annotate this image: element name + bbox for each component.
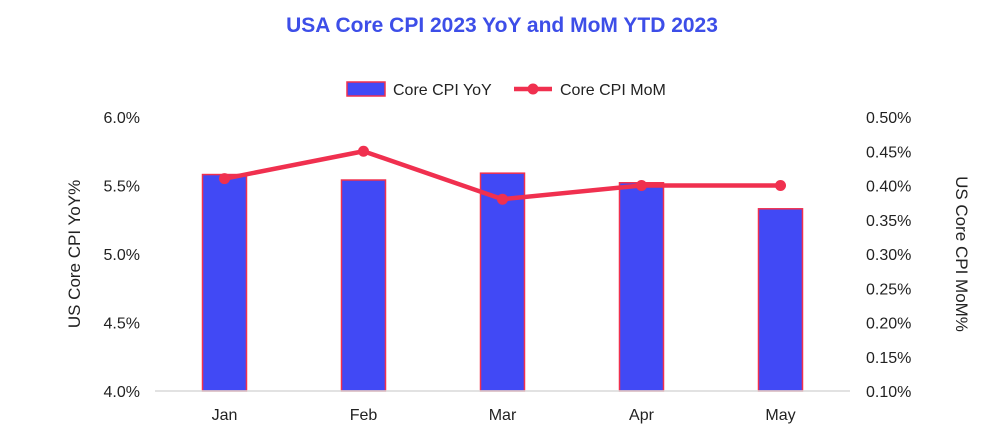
left-tick-label: 4.0% bbox=[104, 384, 140, 401]
mom-point-jan bbox=[219, 173, 230, 185]
bar-series bbox=[201, 172, 804, 392]
right-tick-label: 0.25% bbox=[866, 281, 911, 298]
x-axis-ticks: Jan Feb Mar Apr May bbox=[212, 407, 796, 424]
right-tick-label: 0.40% bbox=[866, 179, 911, 196]
mom-point-feb bbox=[358, 145, 369, 157]
mom-point-mar bbox=[497, 193, 508, 205]
right-tick-label: 0.50% bbox=[866, 110, 911, 127]
bar-feb bbox=[340, 179, 387, 392]
x-tick-label: Feb bbox=[350, 407, 378, 424]
right-tick-label: 0.10% bbox=[866, 384, 911, 401]
bar-jan bbox=[201, 173, 248, 392]
right-tick-label: 0.35% bbox=[866, 213, 911, 230]
chart-title: USA Core CPI 2023 YoY and MoM YTD 2023 bbox=[286, 14, 718, 37]
legend-label-yoy: Core CPI YoY bbox=[393, 82, 492, 99]
right-tick-label: 0.45% bbox=[866, 144, 911, 161]
x-tick-label: Apr bbox=[629, 407, 655, 424]
left-tick-label: 6.0% bbox=[104, 110, 140, 127]
right-axis-title: US Core CPI MoM% bbox=[952, 176, 971, 332]
right-tick-label: 0.30% bbox=[866, 247, 911, 264]
mom-point-apr bbox=[636, 180, 647, 191]
line-series bbox=[219, 145, 786, 205]
legend-marker-mom bbox=[527, 83, 539, 95]
x-tick-label: Mar bbox=[489, 407, 517, 424]
left-tick-label: 5.5% bbox=[104, 179, 140, 196]
left-axis-title: US Core CPI YoY% bbox=[65, 180, 84, 328]
right-tick-label: 0.20% bbox=[866, 316, 911, 333]
bar-apr bbox=[618, 182, 665, 392]
right-axis-ticks: 0.10% 0.15% 0.20% 0.25% 0.30% 0.35% 0.40% 0.45%… bbox=[866, 110, 911, 401]
x-tick-label: May bbox=[765, 407, 795, 424]
x-tick-label: Jan bbox=[212, 407, 238, 424]
mom-point-may bbox=[775, 180, 786, 191]
bar-may bbox=[757, 208, 804, 392]
left-axis-ticks: 4.0% 4.5% 5.0% 5.5% 6.0% bbox=[104, 110, 140, 401]
left-tick-label: 4.5% bbox=[104, 316, 140, 333]
legend-swatch-yoy bbox=[346, 81, 386, 97]
left-tick-label: 5.0% bbox=[104, 247, 140, 264]
right-tick-label: 0.15% bbox=[866, 350, 911, 367]
legend-label-mom: Core CPI MoM bbox=[560, 82, 666, 99]
bar-mar bbox=[479, 172, 526, 392]
legend: Core CPI YoY Core CPI MoM bbox=[346, 81, 666, 99]
